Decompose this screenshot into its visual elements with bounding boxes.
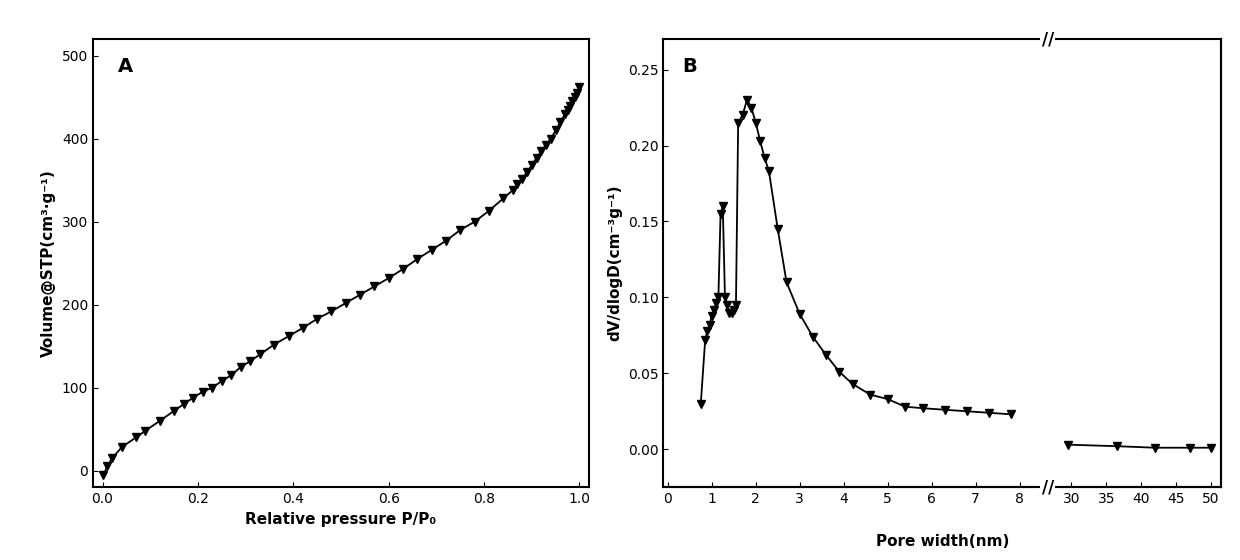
Y-axis label: dV/dlogD(cm⁻³g⁻¹): dV/dlogD(cm⁻³g⁻¹) xyxy=(608,185,622,342)
Text: B: B xyxy=(682,57,697,76)
Text: Pore width(nm): Pore width(nm) xyxy=(875,534,1009,549)
Text: //: // xyxy=(1042,478,1054,496)
Text: A: A xyxy=(118,57,133,76)
Y-axis label: Volume@STP(cm³·g⁻¹): Volume@STP(cm³·g⁻¹) xyxy=(41,169,56,357)
Text: //: // xyxy=(1042,30,1054,48)
X-axis label: Relative pressure P/P₀: Relative pressure P/P₀ xyxy=(246,512,436,526)
